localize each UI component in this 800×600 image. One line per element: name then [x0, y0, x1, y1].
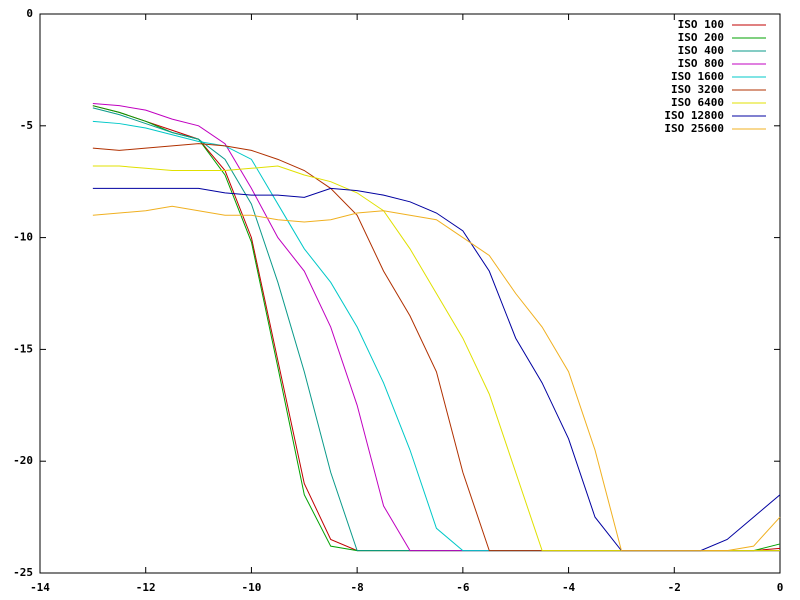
plot-frame: [39, 13, 781, 574]
series-line: [92, 105, 781, 552]
legend-label: ISO 3200: [671, 83, 724, 96]
y-tick-label: -5: [20, 119, 33, 132]
legend-label: ISO 100: [678, 18, 724, 31]
x-tick-label: -14: [30, 581, 50, 594]
series-line: [92, 105, 781, 552]
x-tick-label: -8: [351, 581, 364, 594]
series-line: [92, 165, 780, 552]
legend-label: ISO 12800: [664, 109, 724, 122]
legend-label: ISO 800: [678, 57, 724, 70]
series-line: [92, 120, 780, 552]
x-tick-label: -6: [456, 581, 470, 594]
legend-label: ISO 1600: [671, 70, 724, 83]
x-tick-label: -10: [241, 581, 261, 594]
x-tick-label: 0: [777, 581, 784, 594]
y-tick-label: -10: [13, 231, 33, 244]
series-line: [92, 107, 780, 552]
y-tick-label: -15: [13, 342, 33, 355]
x-tick-label: -4: [562, 581, 576, 594]
y-tick-label: -20: [13, 454, 33, 467]
x-tick-label: -2: [668, 581, 681, 594]
series-line: [92, 143, 780, 552]
legend-label: ISO 400: [678, 44, 724, 57]
y-tick-label: 0: [26, 7, 33, 20]
series-line: [92, 205, 781, 552]
y-tick-label: -25: [13, 566, 33, 579]
legend-label: ISO 6400: [671, 96, 724, 109]
legend-label: ISO 25600: [664, 122, 724, 135]
x-tick-label: -12: [136, 581, 156, 594]
series-line: [92, 187, 781, 552]
legend-label: ISO 200: [678, 31, 724, 44]
